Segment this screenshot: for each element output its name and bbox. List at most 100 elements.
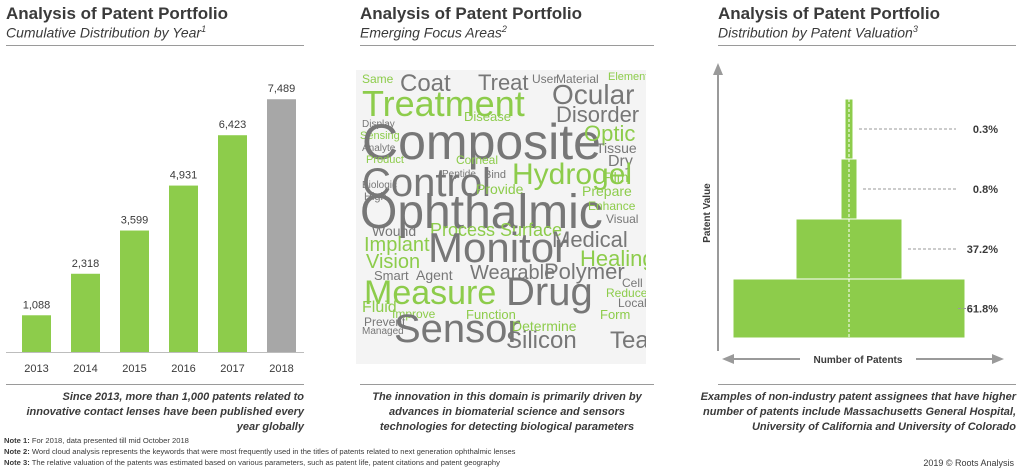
chart-rule xyxy=(360,384,654,385)
bar-value-label: 1,088 xyxy=(23,299,51,311)
x-tick-label: 2018 xyxy=(269,363,293,375)
word-cloud-word: Drug xyxy=(506,270,593,315)
footnote-text: Word cloud analysis represents the keywo… xyxy=(31,447,516,456)
word-cloud-word: Same xyxy=(362,72,394,87)
word-cloud-word: Sensing xyxy=(360,130,400,143)
y-axis-label: Patent Value xyxy=(702,183,713,243)
panel-subtitle: Cumulative Distribution by Year1 xyxy=(6,24,206,41)
word-cloud-word: Medical xyxy=(552,227,628,253)
funnel-value-label: 37.2% xyxy=(967,244,998,256)
footnote-text: For 2018, data presented till mid Octobe… xyxy=(31,436,189,445)
chart-rule xyxy=(6,384,304,385)
footnote-text: The relative valuation of the patents wa… xyxy=(31,458,500,467)
word-cloud-word: Disease xyxy=(464,109,511,125)
word-cloud-word: Smart xyxy=(374,268,409,284)
word-cloud-word: Fluid xyxy=(362,298,397,316)
x-axis-arrow-left xyxy=(722,354,734,364)
word-cloud-word: Visual xyxy=(606,211,639,226)
bar-2015 xyxy=(120,230,149,352)
word-cloud-word: Ophthalmic xyxy=(360,185,603,239)
bar-value-label: 2,318 xyxy=(72,258,100,270)
word-cloud-word: Prepare xyxy=(582,183,632,200)
subtitle-sup: 1 xyxy=(201,24,207,34)
word-cloud-word: Healing xyxy=(580,246,646,272)
title-rule xyxy=(718,45,1016,46)
bar-2013 xyxy=(22,315,51,352)
copyright: 2019 © Roots Analysis xyxy=(923,458,1014,468)
panel-title: Analysis of Patent Portfolio xyxy=(360,4,582,23)
bar-value-label: 3,599 xyxy=(121,215,149,227)
footnote-3: Note 3: The relative valuation of the pa… xyxy=(4,458,500,467)
x-tick-label: 2013 xyxy=(24,363,48,375)
word-cloud-word: Prevent xyxy=(364,314,406,329)
word-cloud-word: Dry xyxy=(608,152,633,170)
word-cloud-word: Material xyxy=(556,72,599,87)
panel-subtitle: Distribution by Patent Valuation3 xyxy=(718,24,918,41)
word-cloud-word: Wearable xyxy=(470,261,556,284)
bar-2014 xyxy=(71,273,100,352)
word-cloud-word: Bind xyxy=(484,168,507,181)
x-tick-label: 2015 xyxy=(122,363,146,375)
word-cloud-word: Tear xyxy=(610,326,646,354)
word-cloud-word: Implant xyxy=(364,234,430,257)
word-cloud-word: Coat xyxy=(400,70,451,97)
word-cloud-word: Optic xyxy=(584,121,636,146)
word-cloud-word: Managed xyxy=(362,326,404,338)
word-cloud-word: Treat xyxy=(478,70,529,96)
word-cloud-word: Enhance xyxy=(588,199,636,214)
word-cloud-word: Surface xyxy=(500,220,563,240)
word-cloud-word: Control xyxy=(362,161,491,206)
footnote-label: Note 2: xyxy=(4,447,30,456)
x-axis-arrow-right xyxy=(992,354,1004,364)
panel-title: Analysis of Patent Portfolio xyxy=(6,4,228,23)
word-cloud-word: Corneal xyxy=(456,152,499,167)
bar-2017 xyxy=(218,135,247,352)
word-cloud-word: Process xyxy=(430,220,496,240)
subtitle-sup: 2 xyxy=(501,24,507,34)
word-cloud-word: Biologic xyxy=(362,179,398,191)
word-cloud-word: Form xyxy=(600,306,631,322)
y-axis-arrow xyxy=(713,63,723,75)
x-axis-label: Number of Patents xyxy=(814,355,903,366)
bar-value-label: 6,423 xyxy=(219,119,247,131)
panel-note: Examples of non-industry patent assignee… xyxy=(700,391,1016,433)
word-cloud-word: Agent xyxy=(416,266,453,283)
funnel-chart: Patent Value 0.3% 0.8% 37.2% 61.8% Number of … xyxy=(702,63,1004,367)
funnel-value-label: 61.8% xyxy=(967,304,998,316)
subtitle-text: Distribution by Patent Valuation xyxy=(718,24,913,41)
word-cloud-word: Product xyxy=(366,154,404,167)
x-tick-label: 2017 xyxy=(220,363,244,375)
title-rule xyxy=(360,45,654,46)
bar-chart: 1,088 2013 2,318 2014 3,599 2015 4,931 2016 6,42… xyxy=(6,83,304,375)
chart-rule xyxy=(718,384,1016,385)
word-cloud-word: Sensor xyxy=(394,307,521,352)
bar-2016 xyxy=(169,185,198,352)
word-cloud-word: Measure xyxy=(364,273,497,312)
word-cloud-word: Local xyxy=(618,295,646,310)
word-cloud-word: Analyte xyxy=(362,142,396,154)
panel-note: The innovation in this domain is primari… xyxy=(372,391,642,433)
word-cloud-word: Polymer xyxy=(544,259,625,285)
word-cloud-word: Monitor xyxy=(428,224,569,272)
panel-note: Since 2013, more than 1,000 patents rela… xyxy=(26,391,304,433)
panel-title: Analysis of Patent Portfolio xyxy=(718,4,940,23)
word-cloud-word: Determine xyxy=(512,318,577,334)
word-cloud-word: Hydrogel xyxy=(512,157,633,191)
x-tick-label: 2014 xyxy=(73,363,97,375)
funnel-value-label: 0.8% xyxy=(973,184,998,196)
subtitle-text: Emerging Focus Areas xyxy=(360,24,502,41)
word-cloud-word: Function xyxy=(466,306,516,322)
footnote-label: Note 1: xyxy=(4,436,30,445)
title-rule xyxy=(6,45,304,46)
footnote-2: Note 2: Word cloud analysis represents t… xyxy=(4,447,515,456)
word-cloud-word: Peptide xyxy=(442,168,476,180)
word-cloud-word: Reduce xyxy=(606,285,646,300)
word-cloud-word: Ocular xyxy=(552,79,635,111)
bar-value-label: 4,931 xyxy=(170,170,198,182)
word-cloud: Same Coat Treat User Material Element Treatmen… xyxy=(356,70,646,364)
subtitle-sup: 3 xyxy=(912,24,918,34)
bar-value-label: 7,489 xyxy=(268,83,296,95)
word-cloud-word: Disorder xyxy=(556,101,640,127)
word-cloud-word: Cell xyxy=(622,276,643,291)
word-cloud-word: Film xyxy=(602,168,629,185)
